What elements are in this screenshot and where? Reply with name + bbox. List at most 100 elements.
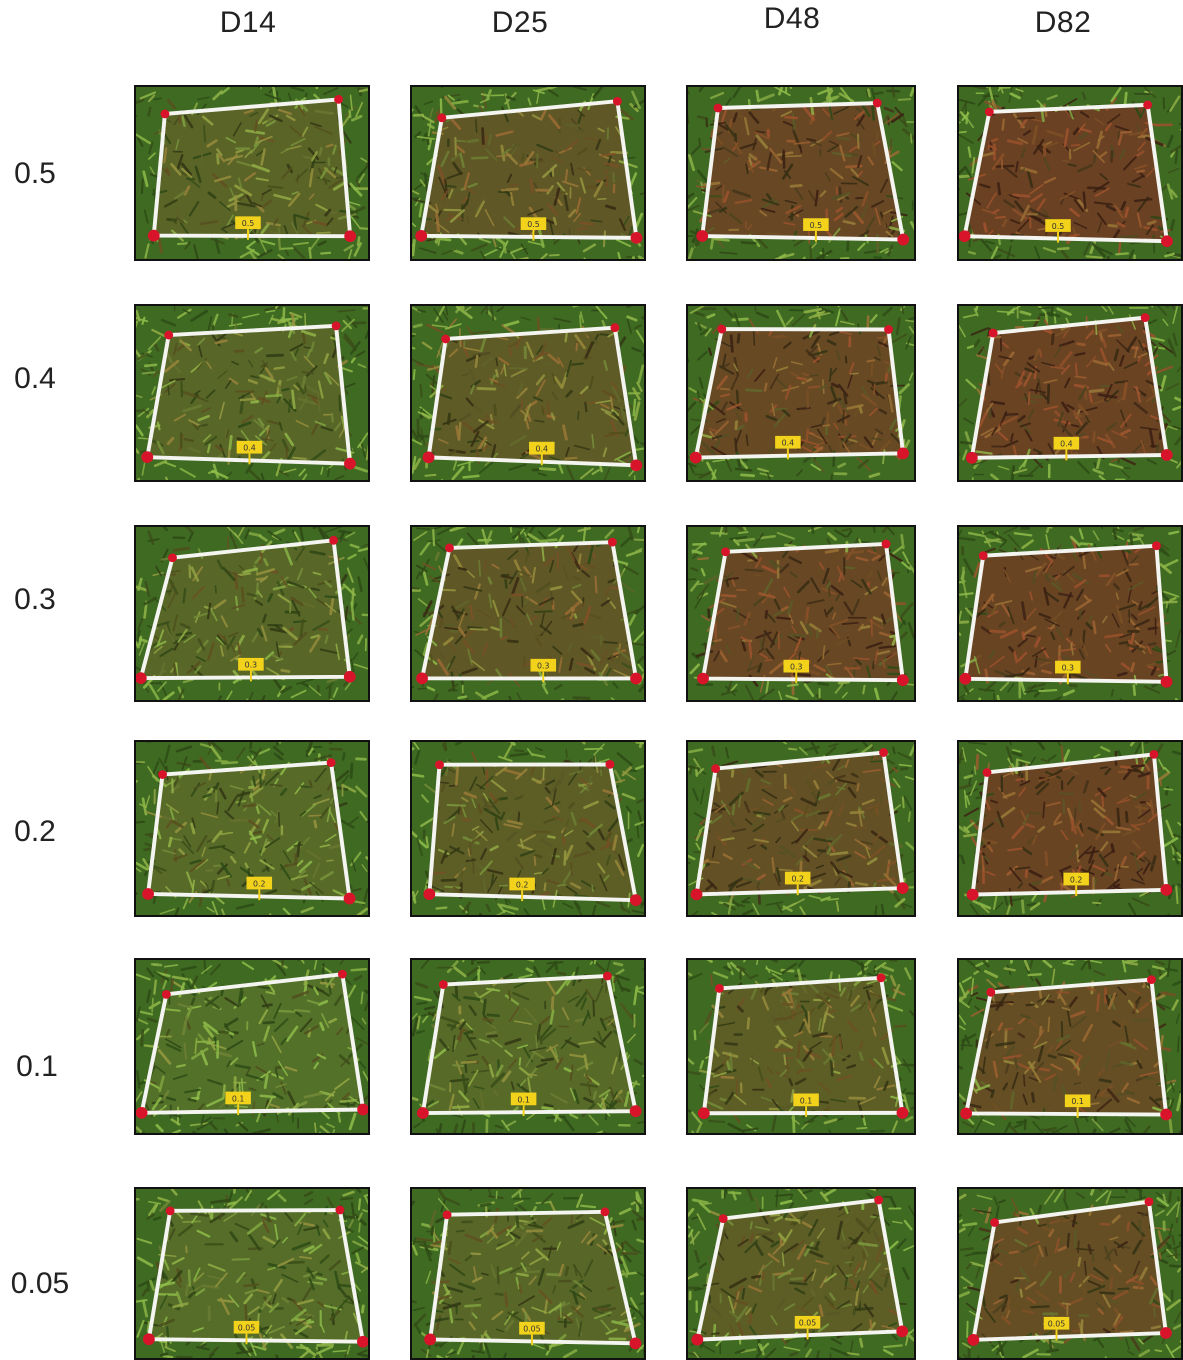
plot-tag [509,877,535,891]
plot-tag-label: 0.3 [245,661,258,670]
quadrat-photo-d48-0-05: 0.05 [686,1187,916,1360]
plot-tag-label: 0.3 [1062,664,1075,673]
corner-marker [721,547,730,557]
corner-marker [600,1207,610,1217]
corner-marker [1160,1327,1172,1339]
corner-marker [441,334,451,344]
plot-tag-label: 0.3 [790,663,803,672]
corner-marker [697,1107,710,1120]
corner-marker [897,233,910,246]
quadrat-photo-d82-0-4: 0.4 [957,304,1183,482]
corner-marker [161,989,171,999]
plot-tag [783,659,810,673]
corner-marker [605,760,615,769]
plot-tag [246,876,273,890]
corner-marker [442,1210,452,1220]
corner-marker [1160,449,1173,461]
plot-tag-label: 0.05 [1048,1320,1065,1329]
corner-marker [696,230,709,242]
corner-marker [1144,1197,1154,1207]
plot-tag [793,1093,819,1107]
quadrat-photo-d25-0-1: 0.1 [410,958,646,1135]
quadrat-photo-d48-0-4: 0.4 [686,304,916,482]
corner-marker [1160,1108,1173,1121]
corner-marker [982,768,992,777]
corner-marker [422,451,435,464]
plot-tag [238,657,264,671]
plot-tag [519,1321,545,1335]
plot-tag-label: 0.2 [253,879,266,888]
corner-marker [1147,975,1156,985]
corner-marker [690,888,703,901]
corner-marker [435,760,444,770]
plot-tag-label: 0.4 [243,444,256,453]
plot-tag [1064,1094,1091,1108]
corner-marker [629,1105,642,1118]
plot-tag [225,1091,251,1105]
corner-marker [416,672,428,685]
corner-marker [896,1325,909,1338]
plot-tag-label: 0.1 [517,1095,530,1104]
plot-tag-label: 0.2 [1070,875,1083,884]
corner-marker [896,674,909,687]
corner-marker [874,1195,884,1205]
corner-marker [160,109,170,119]
corner-marker [896,1106,909,1119]
quadrat-photo-d48-0-1: 0.1 [686,958,916,1135]
corner-marker [1160,675,1173,688]
plot-tag-label: 0.1 [800,1096,813,1105]
corner-marker [1143,100,1153,110]
corner-marker [357,1335,368,1348]
row-label-0-2: 0.2 [14,815,56,848]
corner-marker [142,1333,155,1346]
corner-marker [136,1106,148,1119]
plot-tag [1063,872,1089,886]
plot-tag [775,435,801,449]
plot-tag [236,440,263,454]
corner-marker [136,672,147,685]
plot-tag [803,218,829,231]
quadrat-photo-d25-0-4: 0.4 [410,304,646,482]
corner-marker [691,1333,704,1346]
quadrat-photo-d25-0-2: 0.2 [410,740,646,917]
quadrat-photo-d14-0-05: 0.05 [134,1187,370,1360]
corner-marker [984,107,994,117]
plot-tag [235,216,261,230]
corner-marker [344,457,356,470]
plot-tag-label: 0.05 [523,1325,541,1334]
quadrat-photo-d25-0-3: 0.3 [410,525,646,702]
column-label-d25: D25 [491,6,549,39]
plot-tag [233,1320,260,1334]
corner-marker [879,748,888,757]
corner-marker [966,888,979,901]
plot-tag-label: 0.3 [537,662,550,671]
corner-marker [990,1218,1000,1227]
quadrat-photo-d14-0-2: 0.2 [134,740,370,917]
row-label-0-1: 0.1 [16,1050,58,1083]
plot-tag [510,1092,537,1106]
quadrat-photo-d14-0-5: 0.5 [134,85,370,261]
corner-marker [629,1337,642,1350]
quadrat-photo-d14-0-4: 0.4 [134,304,370,482]
corner-marker [612,96,622,106]
corner-marker [445,543,454,553]
corner-marker [416,1107,429,1119]
quadrat-photo-d48-0-2: 0.2 [686,740,916,917]
corner-marker [697,672,709,685]
plot-tag [794,1315,821,1329]
column-label-d14: D14 [219,6,277,39]
plot-tag-label: 0.05 [799,1319,817,1328]
column-label-d82: D82 [1034,6,1092,39]
corner-marker [438,980,448,989]
column-label-d48: D48 [763,2,821,35]
corner-marker [1160,883,1173,896]
quadrat-photo-d14-0-3: 0.3 [134,525,370,702]
corner-marker [603,971,612,981]
quadrat-photo-d82-0-3: 0.3 [957,525,1183,702]
plot-tag-label: 0.4 [782,439,795,448]
corner-marker [165,1206,175,1216]
corner-marker [713,103,723,113]
row-label-0-3: 0.3 [14,583,56,616]
plot-tag [1055,660,1081,674]
corner-marker [986,987,996,997]
